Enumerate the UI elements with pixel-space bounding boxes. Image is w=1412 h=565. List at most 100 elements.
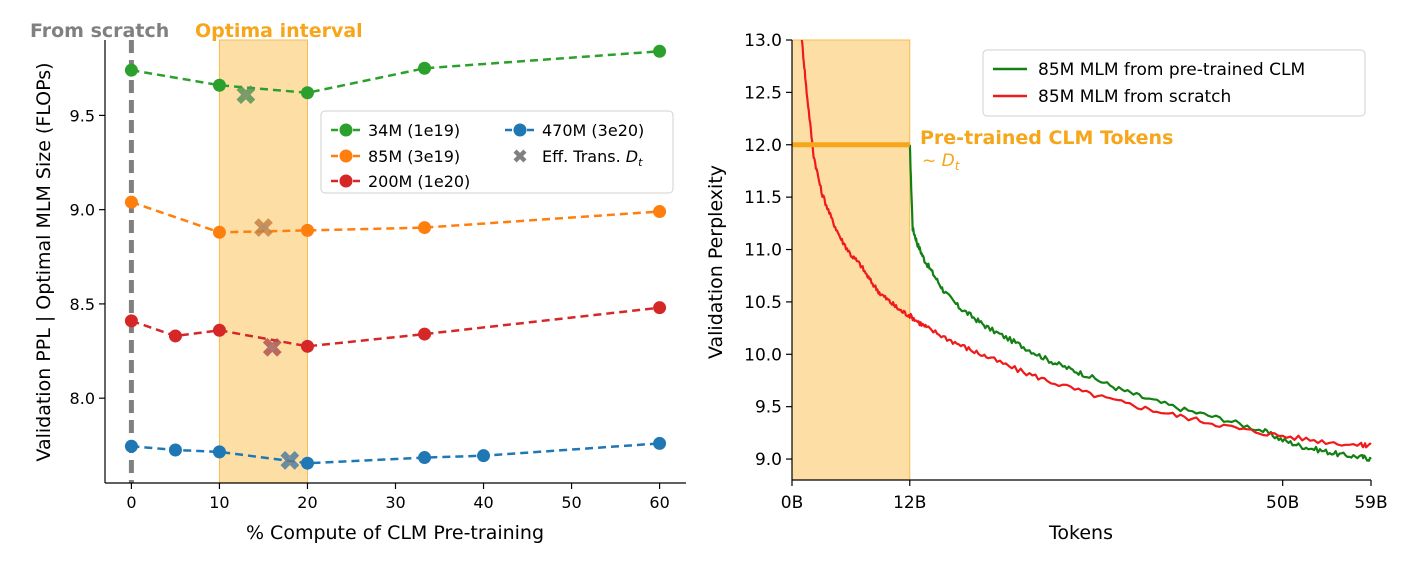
data-point-470m-3e20 [653,436,667,450]
legend-entry-pretrained-clm: 85M MLM from pre-trained CLM [993,60,1305,80]
legend-entry-eff-trans: Eff. Trans. Dt [513,147,643,169]
left-x-axis-label: % Compute of CLM Pre-training [246,522,544,544]
eff-trans-text: Eff. Trans. [542,147,621,166]
legend-marker-eff-trans [513,149,527,163]
data-point-200m-1e20 [124,314,138,328]
left-legend-frame [320,110,674,194]
eff-trans-bar-b [280,451,300,470]
right-series-group [800,39,1372,462]
eff-trans-shade-b [262,337,282,357]
data-point-34m-1e19 [124,63,138,77]
data-point-470m-3e20 [212,445,226,459]
legend-marker-34m [339,123,353,137]
data-point-470m-3e20 [477,449,491,463]
y-tick-label: 13.0 [744,31,782,51]
eff-trans-shade-a [236,85,256,105]
left-series-group [124,44,667,470]
eff-trans-bar-b [236,85,256,105]
data-point-470m-3e20 [168,443,182,457]
approx-dt-symbol: ~ D [922,151,955,171]
right-legend-frame [982,49,1366,117]
y-tick-label: 11.5 [744,188,782,208]
series-line-34m-1e19 [131,50,660,95]
data-point-34m-1e19 [300,86,314,100]
legend-entry-34m: 34M (1e19) [331,121,460,140]
series-470m-3e20 [124,436,667,470]
eff-trans-shade-b [280,451,300,470]
approx-dt-subscript: t [955,159,961,173]
data-point-85m-3e19 [418,221,432,235]
legend-label-eff-trans: Eff. Trans. Dt [542,147,643,169]
y-tick-label: 11.0 [744,241,782,261]
y-tick-label: 10.5 [744,293,782,313]
legend-entry-470m: 470M (3e20) [505,121,644,140]
right-x-ticks: 0B 12B 50B 59B [781,480,1388,513]
legend-entry-85m: 85M (3e19) [331,147,460,166]
x-tick-label: 40 [473,493,493,512]
left-y-ticks: 8.0 8.5 9.0 9.5 [70,106,105,408]
y-tick-label: 12.5 [744,83,782,103]
legend-marker-85m [339,149,353,163]
x-tick-label: 50B [1266,493,1299,513]
data-point-200m-1e20 [168,329,182,343]
y-tick-label: 8.0 [70,389,95,408]
x-tick-label: 12B [893,493,926,513]
right-y-axis-label: Validation Perplexity [705,165,727,359]
eff-trans-marker-85m-3e19 [254,218,273,237]
right-x-axis-label: Tokens [1048,522,1113,544]
from-scratch-annotation: From scratch [30,20,169,42]
data-point-34m-1e19 [418,61,432,75]
data-point-200m-1e20 [212,323,226,337]
data-point-85m-3e19 [653,205,667,219]
eff-trans-shade-a [262,337,282,357]
eff-trans-bar-b [262,337,282,357]
series-line-85m-3e19 [130,200,660,234]
legend-label-85m: 85M (3e19) [368,147,460,166]
legend-label-34m: 34M (1e19) [368,121,460,140]
left-chart: 0 10 20 30 40 50 60 8.0 8.5 9.0 9.5 % Compute of … [30,20,686,544]
data-point-470m-3e20 [124,439,138,453]
legend-label-470m: 470M (3e20) [542,121,644,140]
y-tick-label: 10.0 [744,345,782,365]
data-point-85m-3e19 [300,223,314,237]
data-point-85m-3e19 [124,195,138,209]
y-tick-label: 8.5 [70,295,95,314]
eff-trans-symbol: D [626,147,638,166]
y-tick-label: 12.0 [744,136,782,156]
legend-marker-200m [339,174,353,188]
eff-trans-shade-a [254,218,273,237]
legend-label-200m: 200M (1e20) [368,172,470,191]
optima-interval-annotation: Optima interval [195,20,363,42]
legend-label-pretrained-clm: 85M MLM from pre-trained CLM [1038,60,1305,80]
x-tick-label: 59B [1354,493,1387,513]
y-tick-label: 9.5 [70,106,95,125]
legend-marker-470m [513,123,527,137]
eff-trans-shade-b [236,85,256,105]
data-point-470m-3e20 [418,451,432,465]
curve-85m-mlm-from-pre-trained-clm [908,144,1372,462]
eff-trans-shade-a [280,451,300,470]
x-tick-label: 50 [561,493,581,512]
data-point-470m-3e20 [300,456,314,470]
data-point-200m-1e20 [653,301,667,315]
legend-entry-200m: 200M (1e20) [331,172,470,191]
eff-trans-marker-200m-1e20 [262,337,282,357]
eff-trans-subscript: t [638,156,643,169]
left-x-ticks: 0 10 20 30 40 50 60 [126,483,670,512]
right-y-ticks: 9.0 9.5 10.0 10.5 11.0 11.5 12.0 12.5 13.0 [744,31,792,470]
x-tick-label: 0B [781,493,803,513]
legend-entry-scratch: 85M MLM from scratch [993,87,1231,107]
x-tick-label: 20 [297,493,317,512]
optima-interval-band [218,39,308,484]
pretrained-clm-tokens-annotation: Pre-trained CLM Tokens [920,127,1173,149]
right-legend: 85M MLM from pre-trained CLM 85M MLM fro… [982,49,1366,117]
eff-trans-shade-b [254,218,273,237]
x-tick-label: 30 [385,493,405,512]
y-tick-label: 9.5 [755,398,782,418]
curve-85m-mlm-from-scratch [800,39,1372,449]
y-tick-label: 9.0 [755,450,782,470]
x-tick-label: 60 [649,493,669,512]
left-y-axis-label: Validation PPL | Optimal MLM Size (FLOPs… [33,62,55,461]
x-tick-label: 10 [209,493,229,512]
